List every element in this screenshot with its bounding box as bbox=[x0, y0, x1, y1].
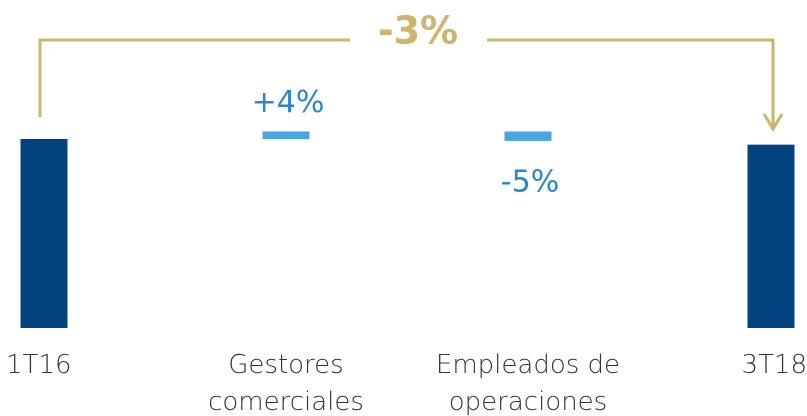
bracket-arrow bbox=[762, 113, 784, 132]
category-label: Gestores comerciales bbox=[208, 350, 364, 416]
bar bbox=[20, 139, 68, 328]
data-label: -5% bbox=[501, 164, 559, 199]
bracket-right bbox=[487, 38, 775, 128]
bar bbox=[747, 144, 795, 328]
bar bbox=[504, 131, 552, 141]
bracket-left bbox=[38, 38, 350, 117]
category-label: 3T18 bbox=[741, 350, 807, 380]
data-label: +4% bbox=[252, 85, 325, 120]
bar bbox=[262, 131, 310, 139]
total-change-annotation: -3% bbox=[378, 9, 458, 53]
category-label: 1T16 bbox=[6, 350, 72, 380]
category-label: Empleados de operaciones bbox=[435, 350, 621, 416]
